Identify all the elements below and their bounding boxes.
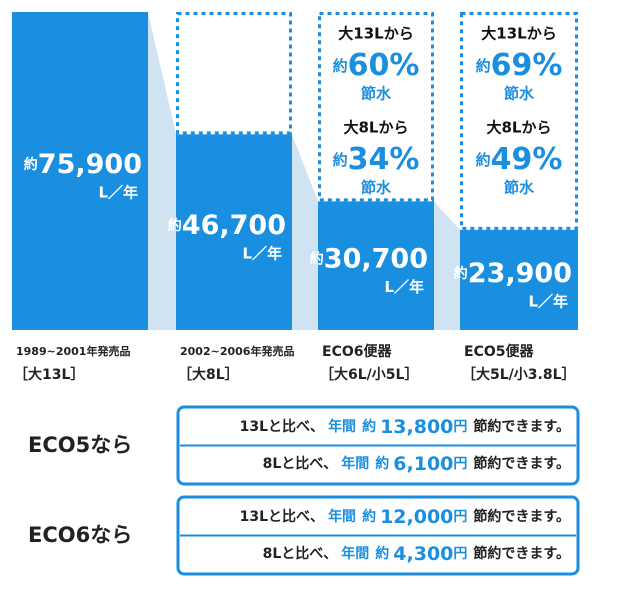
currency: 円 bbox=[453, 456, 467, 472]
sub-label: ［大8L］ bbox=[178, 366, 239, 383]
saving-percent: 約60% bbox=[333, 48, 420, 83]
amount: 13,800 bbox=[380, 416, 453, 438]
category: 2002~2006年発売品 bbox=[180, 344, 294, 358]
saving-percent: 約69% bbox=[476, 48, 563, 83]
dotted-box bbox=[460, 12, 578, 230]
approx: 約 bbox=[362, 508, 376, 525]
approx: 約 bbox=[333, 57, 348, 75]
base: 8Lと比べ、 bbox=[263, 545, 338, 562]
currency: 円 bbox=[453, 419, 467, 435]
approx: 約 bbox=[454, 265, 468, 282]
connector bbox=[148, 12, 176, 330]
ending: 節約できます。 bbox=[473, 455, 570, 472]
category: 1989~2001年発売品 bbox=[16, 344, 130, 358]
approx: 約 bbox=[24, 156, 38, 173]
comparison-row: 13Lと比べ、 年間約 12,000円 節約できます。 bbox=[240, 506, 570, 528]
group-label: ECO6なら bbox=[28, 523, 132, 547]
value: 30,700 bbox=[324, 243, 428, 274]
saving-from: 大13Lから bbox=[338, 25, 413, 43]
value: 75,900 bbox=[38, 149, 142, 180]
value-label: 約23,900 bbox=[454, 257, 572, 288]
dotted-box bbox=[176, 12, 292, 135]
bar bbox=[460, 229, 578, 330]
currency: 円 bbox=[453, 546, 467, 562]
approx: 約 bbox=[476, 151, 491, 169]
per-year: 年間 bbox=[328, 418, 356, 435]
per-year: 年間 bbox=[341, 545, 369, 562]
approx: 約 bbox=[476, 57, 491, 75]
saving-percent: 約34% bbox=[333, 142, 420, 177]
approx: 約 bbox=[375, 545, 389, 562]
value-label: 約30,700 bbox=[310, 243, 428, 274]
connector bbox=[292, 134, 318, 330]
sub-label: ［大13L］ bbox=[14, 366, 84, 383]
amount: 4,300 bbox=[393, 543, 453, 565]
connector bbox=[434, 201, 460, 330]
percent: 69% bbox=[491, 48, 563, 83]
base: 13Lと比べ、 bbox=[240, 508, 324, 525]
amount: 6,100 bbox=[393, 453, 453, 475]
unit: L／年 bbox=[384, 278, 424, 296]
saving-label: 節水 bbox=[504, 179, 535, 197]
comparison-row: 8Lと比べ、 年間約 6,100円 節約できます。 bbox=[263, 453, 570, 475]
value: 23,900 bbox=[468, 257, 572, 288]
approx: 約 bbox=[310, 251, 324, 268]
unit: L／年 bbox=[98, 184, 138, 202]
dotted-box bbox=[318, 12, 434, 202]
group-label: ECO5なら bbox=[28, 433, 132, 457]
value-label: 約75,900 bbox=[24, 149, 142, 180]
saving-percent: 約49% bbox=[476, 142, 563, 177]
saving-label: 節水 bbox=[361, 85, 392, 103]
approx: 約 bbox=[375, 455, 389, 472]
sub-label: ［大5L/小3.8L］ bbox=[462, 366, 576, 383]
percent: 60% bbox=[348, 48, 420, 83]
value-label: 約46,700 bbox=[168, 210, 286, 241]
comparison-row: 13Lと比べ、 年間約 13,800円 節約できます。 bbox=[240, 416, 570, 438]
base: 8Lと比べ、 bbox=[263, 455, 338, 472]
ending: 節約できます。 bbox=[473, 508, 570, 525]
approx: 約 bbox=[333, 151, 348, 169]
per-year: 年間 bbox=[341, 455, 369, 472]
approx: 約 bbox=[362, 418, 376, 435]
saving-label: 節水 bbox=[504, 85, 535, 103]
saving-label: 節水 bbox=[361, 179, 392, 197]
amount: 12,000 bbox=[380, 506, 453, 528]
sub-label: ［大6L/小5L］ bbox=[320, 366, 418, 383]
category: ECO6便器 bbox=[322, 343, 392, 360]
saving-from: 大8Lから bbox=[344, 119, 409, 137]
bar bbox=[176, 134, 292, 330]
bar bbox=[318, 201, 434, 330]
currency: 円 bbox=[453, 509, 467, 525]
base: 13Lと比べ、 bbox=[240, 418, 324, 435]
ending: 節約できます。 bbox=[473, 418, 570, 435]
approx: 約 bbox=[168, 217, 182, 234]
category: ECO5便器 bbox=[464, 343, 534, 360]
comparison-row: 8Lと比べ、 年間約 4,300円 節約できます。 bbox=[263, 543, 570, 565]
saving-from: 大13Lから bbox=[481, 25, 556, 43]
percent: 34% bbox=[348, 142, 420, 177]
percent: 49% bbox=[491, 142, 563, 177]
ending: 節約できます。 bbox=[473, 545, 570, 562]
saving-from: 大8Lから bbox=[487, 119, 552, 137]
unit: L／年 bbox=[528, 292, 568, 310]
value: 46,700 bbox=[182, 210, 286, 241]
per-year: 年間 bbox=[328, 508, 356, 525]
unit: L／年 bbox=[242, 245, 282, 263]
bar bbox=[12, 12, 148, 330]
